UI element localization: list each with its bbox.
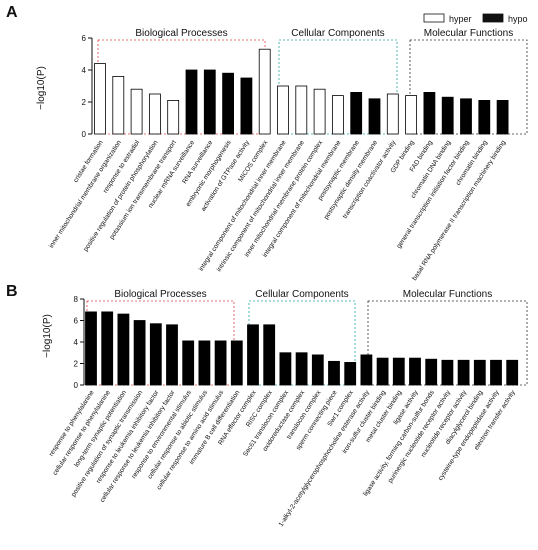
bar	[94, 63, 106, 135]
bar	[185, 69, 198, 135]
y-tick-label: 4	[82, 66, 87, 75]
panel-a-letter: A	[6, 4, 18, 21]
y-tick-label: 6	[82, 34, 87, 43]
y-tick-label: 8	[74, 295, 79, 304]
bar	[350, 92, 363, 135]
y-tick-label: 0	[82, 130, 87, 139]
bar	[496, 100, 509, 135]
bar	[368, 98, 381, 135]
y-tick-label: 4	[74, 338, 79, 347]
bar	[457, 359, 470, 386]
bar	[247, 324, 259, 386]
bar	[331, 95, 344, 135]
bar	[182, 340, 195, 386]
bar	[313, 88, 326, 135]
bar	[198, 340, 211, 386]
bar	[130, 88, 143, 135]
bar	[167, 100, 180, 135]
group-title: Molecular Functions	[424, 28, 513, 39]
bar	[258, 48, 271, 135]
legend-swatch-hypo	[482, 13, 504, 23]
y-tick-label: 6	[74, 317, 79, 326]
bar	[85, 311, 97, 386]
bar	[203, 69, 216, 135]
bar	[112, 76, 125, 135]
bar	[214, 340, 227, 386]
bar	[392, 357, 405, 386]
bar	[441, 359, 454, 386]
group-title: Molecular Functions	[403, 289, 492, 300]
group-title: Cellular Components	[291, 28, 384, 39]
bar	[101, 311, 114, 386]
bar	[478, 100, 491, 135]
bar	[360, 354, 373, 386]
bar	[460, 98, 472, 135]
legend-label-hypo: hypo	[508, 14, 528, 24]
bar	[263, 324, 276, 386]
bar	[473, 359, 486, 386]
panel-a-ylabel: −log10(P)	[36, 66, 47, 110]
bar	[222, 72, 235, 135]
bar	[295, 352, 308, 386]
bar	[279, 352, 292, 386]
bar	[295, 85, 308, 135]
bar	[277, 85, 289, 135]
bar	[386, 93, 399, 135]
group-title: Cellular Components	[255, 289, 348, 300]
panel-b-letter: B	[6, 283, 18, 300]
panel-b-ylabel: −log10(P)	[42, 314, 53, 358]
y-tick-label: 2	[82, 98, 87, 107]
legend-swatch-hyper	[423, 13, 445, 23]
bar	[376, 357, 389, 386]
bar	[423, 92, 436, 135]
bar	[328, 360, 340, 386]
bar	[441, 96, 454, 135]
bar	[311, 354, 324, 386]
bar	[149, 323, 162, 386]
bar	[240, 77, 253, 135]
bar	[490, 359, 502, 386]
bar	[409, 357, 421, 386]
panel-b: B −log10(P) Biological Processes Cellular…	[6, 283, 528, 528]
group-box	[367, 300, 528, 386]
y-tick-label: 2	[74, 360, 79, 369]
bar	[425, 358, 438, 386]
bar	[148, 93, 161, 135]
bar	[166, 324, 178, 386]
legend: hyper hypo	[423, 13, 528, 24]
bar	[117, 313, 130, 386]
y-tick-label: 0	[74, 381, 79, 390]
panel-a: A hyper hypo −log10(P) Biological Proces…	[6, 4, 528, 282]
legend-label-hyper: hyper	[449, 14, 472, 24]
bar	[506, 359, 519, 386]
bar	[405, 95, 418, 135]
bar	[344, 362, 357, 386]
bar	[230, 340, 243, 386]
group-title: Biological Processes	[135, 28, 227, 39]
bar	[133, 320, 146, 386]
group-title: Biological Processes	[114, 289, 206, 300]
